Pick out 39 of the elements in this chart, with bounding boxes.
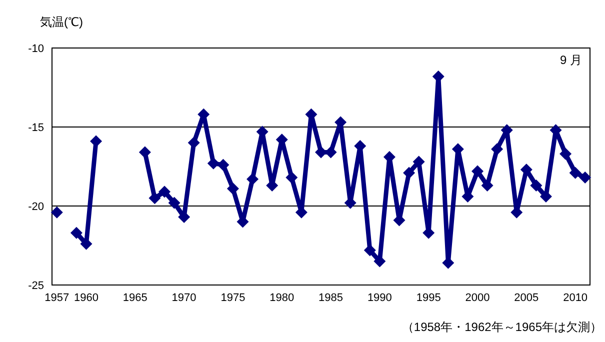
point xyxy=(148,192,161,204)
x-tick-label: 2010 xyxy=(563,292,588,304)
point xyxy=(472,165,484,178)
x-tick-label: 1990 xyxy=(367,292,392,304)
point xyxy=(168,196,180,209)
x-tick-label: 1960 xyxy=(74,292,98,304)
point xyxy=(138,146,151,158)
point xyxy=(226,182,239,195)
y-tick-label: -15 xyxy=(28,122,44,134)
x-tick-label: 1957 xyxy=(44,292,70,304)
point xyxy=(491,143,504,156)
y-tick-label: -25 xyxy=(28,280,44,292)
point xyxy=(246,173,259,186)
x-tick-label: 1995 xyxy=(416,292,441,304)
point xyxy=(530,179,542,192)
point xyxy=(50,206,63,218)
point xyxy=(364,244,376,256)
point xyxy=(207,157,220,170)
x-tick-label: 1970 xyxy=(172,292,196,304)
y-axis-title: 気温(℃) xyxy=(40,15,83,29)
x-tick-label: 1975 xyxy=(220,292,246,304)
point xyxy=(579,172,592,184)
point xyxy=(403,166,416,179)
x-tick-label: 1965 xyxy=(122,292,148,304)
point xyxy=(560,148,572,160)
x-tick-label: 1985 xyxy=(318,292,344,304)
x-tick-label: 1980 xyxy=(270,292,294,304)
x-tick-label: 2000 xyxy=(465,292,490,304)
text: （1958年・1962年～1965年は欠測） xyxy=(402,320,602,334)
point xyxy=(70,226,82,239)
y-tick-label: -20 xyxy=(28,200,44,213)
x-tick-label: 2005 xyxy=(514,292,539,304)
chart-title: 9 月 xyxy=(560,53,582,67)
point xyxy=(569,166,582,179)
y-tick-label: -10 xyxy=(28,42,44,55)
point xyxy=(217,158,230,171)
point xyxy=(286,172,298,184)
point xyxy=(90,135,102,148)
point xyxy=(158,186,170,198)
